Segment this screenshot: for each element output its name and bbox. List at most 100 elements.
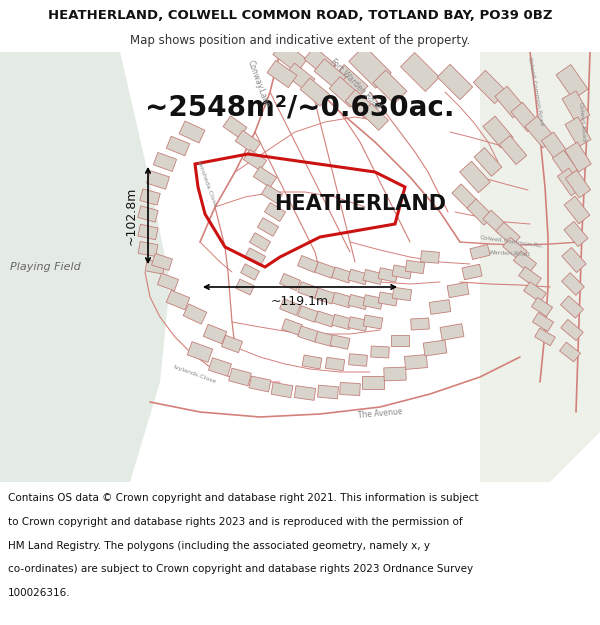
Bar bbox=[378, 268, 398, 282]
Bar bbox=[154, 152, 176, 171]
Bar bbox=[423, 340, 447, 356]
Text: co-ordinates) are subject to Crown copyright and database rights 2023 Ordnance S: co-ordinates) are subject to Crown copyr… bbox=[8, 564, 473, 574]
Bar bbox=[541, 132, 569, 162]
Bar bbox=[138, 224, 158, 240]
Bar bbox=[145, 260, 165, 274]
Bar bbox=[329, 77, 361, 108]
Bar bbox=[340, 382, 361, 396]
Bar bbox=[437, 64, 473, 99]
Bar bbox=[315, 311, 335, 327]
Bar bbox=[332, 292, 352, 308]
Bar bbox=[325, 357, 344, 371]
Bar bbox=[363, 315, 383, 329]
Bar bbox=[265, 202, 286, 221]
Bar bbox=[470, 244, 490, 259]
Bar bbox=[253, 166, 277, 188]
Bar bbox=[535, 328, 555, 346]
Bar bbox=[349, 354, 367, 366]
Bar bbox=[525, 116, 555, 148]
Bar bbox=[183, 304, 207, 324]
Bar bbox=[404, 354, 428, 369]
Bar bbox=[499, 136, 527, 164]
Bar bbox=[280, 273, 301, 291]
Bar bbox=[421, 251, 439, 263]
Text: The Avenue: The Avenue bbox=[358, 408, 403, 421]
Bar bbox=[285, 63, 315, 91]
Bar bbox=[349, 46, 391, 88]
Text: HM Land Registry. The polygons (including the associated geometry, namely x, y: HM Land Registry. The polygons (includin… bbox=[8, 541, 430, 551]
Bar bbox=[565, 170, 590, 198]
Bar bbox=[187, 342, 213, 362]
Text: Colwell.Road: Colwell.Road bbox=[578, 102, 586, 142]
Bar bbox=[314, 59, 346, 89]
Bar bbox=[560, 342, 580, 362]
Bar bbox=[315, 288, 335, 304]
Bar bbox=[362, 104, 388, 131]
Bar bbox=[332, 64, 368, 99]
Bar bbox=[203, 324, 227, 344]
Bar bbox=[267, 61, 297, 88]
Bar bbox=[298, 326, 318, 342]
Bar bbox=[280, 299, 301, 316]
Bar bbox=[503, 238, 527, 261]
Bar bbox=[429, 299, 451, 314]
Bar bbox=[496, 222, 520, 246]
Bar bbox=[391, 334, 409, 346]
Text: Fort.Warden.Road: Fort.Warden.Road bbox=[328, 57, 382, 111]
Bar bbox=[348, 294, 368, 309]
Text: to Crown copyright and database rights 2023 and is reproduced with the permissio: to Crown copyright and database rights 2… bbox=[8, 517, 463, 527]
Bar bbox=[562, 272, 584, 296]
Bar bbox=[257, 217, 278, 236]
Bar bbox=[562, 248, 586, 272]
Bar bbox=[244, 149, 266, 171]
Bar bbox=[373, 70, 407, 104]
Bar bbox=[561, 319, 583, 341]
Bar bbox=[229, 368, 251, 386]
Bar bbox=[208, 357, 232, 376]
Bar bbox=[514, 251, 536, 273]
Bar bbox=[447, 282, 469, 298]
Bar bbox=[483, 116, 513, 148]
Bar bbox=[249, 376, 271, 392]
Bar bbox=[495, 86, 525, 118]
Bar bbox=[378, 292, 398, 306]
Bar bbox=[392, 265, 412, 279]
Bar bbox=[304, 47, 336, 77]
Bar bbox=[300, 78, 330, 106]
Text: Map shows position and indicative extent of the property.: Map shows position and indicative extent… bbox=[130, 34, 470, 47]
Bar bbox=[166, 136, 190, 156]
Bar bbox=[564, 196, 590, 224]
Text: Contains OS data © Crown copyright and database right 2021. This information is : Contains OS data © Crown copyright and d… bbox=[8, 494, 478, 504]
Bar bbox=[560, 296, 583, 318]
Bar bbox=[140, 189, 160, 205]
Bar bbox=[462, 264, 482, 280]
Bar bbox=[524, 282, 547, 302]
Bar bbox=[281, 319, 302, 335]
Text: ~119.1m: ~119.1m bbox=[271, 295, 329, 308]
Bar bbox=[179, 121, 205, 143]
Bar bbox=[452, 184, 478, 210]
Bar bbox=[294, 386, 316, 401]
Bar bbox=[330, 335, 350, 349]
Text: 100026316.: 100026316. bbox=[8, 588, 70, 598]
Bar bbox=[346, 90, 374, 118]
Text: Vensheda.Close: Vensheda.Close bbox=[196, 160, 218, 208]
Bar bbox=[298, 306, 319, 322]
Text: Ivylands.Close: Ivylands.Close bbox=[173, 364, 217, 384]
Bar bbox=[371, 346, 389, 358]
Bar bbox=[401, 52, 439, 91]
Bar bbox=[152, 254, 172, 271]
Bar bbox=[332, 267, 352, 283]
Bar bbox=[553, 150, 578, 178]
Bar bbox=[460, 161, 490, 192]
Bar bbox=[511, 102, 539, 132]
Bar bbox=[262, 184, 283, 203]
Bar bbox=[565, 142, 591, 172]
Bar bbox=[221, 335, 242, 352]
Bar bbox=[565, 117, 591, 147]
Bar bbox=[348, 269, 368, 285]
Bar bbox=[532, 298, 553, 316]
Bar bbox=[241, 264, 259, 280]
Text: ~102.8m: ~102.8m bbox=[125, 186, 138, 244]
Bar bbox=[236, 279, 254, 295]
